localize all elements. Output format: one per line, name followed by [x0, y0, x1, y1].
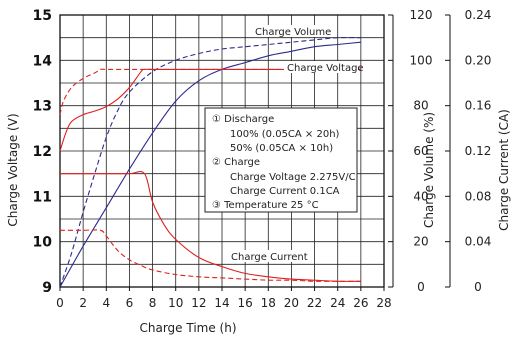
y-right-tick-label: 0	[474, 280, 482, 294]
y-right-tick-label: 0.04	[465, 235, 492, 249]
y-right-tick-labels: 0 0.04 0.08 0.12 0.16 0.20 0.24	[445, 8, 491, 294]
x-axis-label: Charge Time (h)	[139, 321, 236, 335]
y-mid-tick-labels: 0 20 40 60 80 100 120	[388, 8, 432, 294]
label-bg-volume	[252, 25, 320, 37]
annotation-line-7: ③ Temperature 25 °C	[212, 200, 319, 211]
y-mid-axis-label: Charge Volume (%)	[422, 112, 436, 228]
annotation-line-5: Charge Voltage 2.275V/C	[230, 172, 356, 183]
y-right-tick-label: 0.12	[465, 144, 492, 158]
y-left-tick-label: 15	[33, 8, 52, 24]
y-right-tick-label: 0.20	[465, 53, 492, 67]
series-current-solid	[60, 171, 361, 282]
series-volume-dashed	[59, 36, 361, 288]
y-left-tick-label: 13	[33, 99, 52, 115]
y-right-tick-label: 0.24	[465, 8, 492, 22]
y-mid-tick-label: 40	[413, 189, 428, 203]
y-right-tick-label: 0.08	[465, 189, 492, 203]
x-tick-labels: 0 2 4 6 8 10 12 14 16 18 20 22 24 26 28	[56, 287, 392, 310]
y-left-tick-label: 11	[33, 189, 52, 205]
y-mid-tick-label: 100	[410, 53, 433, 67]
y-mid-tick-label: 0	[417, 280, 425, 294]
x-tick-label: 18	[261, 296, 276, 310]
series-volume-solid	[59, 41, 361, 288]
annotation-line-1: ① Discharge	[212, 114, 274, 125]
x-tick-label: 4	[102, 296, 110, 310]
annotation-line-4: ② Charge	[212, 157, 260, 168]
label-charge-voltage: Charge Voltage	[287, 63, 364, 74]
x-tick-label: 2	[79, 296, 87, 310]
annotation-line-3: 50% (0.05CA × 10h)	[230, 143, 333, 154]
y-left-axis-label: Charge Voltage (V)	[6, 113, 20, 226]
y-left-tick-label: 12	[33, 144, 52, 160]
series-current-dashed	[59, 229, 361, 282]
series-voltage-dashed	[59, 68, 361, 115]
label-bg-current	[228, 250, 302, 262]
y-left-tick-label: 14	[33, 53, 53, 69]
y-mid-tick-label: 120	[410, 8, 433, 22]
x-tick-label: 6	[126, 296, 134, 310]
label-bg-voltage	[284, 61, 358, 73]
x-tick-label: 24	[330, 296, 345, 310]
annotation-box	[204, 107, 358, 213]
x-tick-label: 8	[149, 296, 157, 310]
y-right-axis-label: Charge Current (CA)	[497, 109, 511, 231]
series-lines	[59, 36, 361, 288]
annotation-line-2: 100% (0.05CA × 20h)	[230, 129, 340, 140]
y-left-tick-label: 9	[42, 280, 52, 296]
x-tick-label: 26	[353, 296, 368, 310]
label-charge-current: Charge Current	[231, 252, 308, 263]
y-right-tick-label: 0.16	[465, 99, 492, 113]
y-left-tick-labels: 9 10 11 12 13 14 15	[33, 8, 53, 296]
y-mid-tick-label: 60	[413, 144, 428, 158]
y-mid-tick-label: 20	[413, 235, 428, 249]
x-tick-label: 14	[214, 296, 229, 310]
x-tick-label: 10	[168, 296, 183, 310]
x-tick-label: 0	[56, 296, 64, 310]
x-tick-label: 20	[284, 296, 299, 310]
label-charge-volume: Charge Volume	[255, 27, 331, 38]
x-tick-label: 12	[191, 296, 206, 310]
y-left-tick-label: 10	[33, 235, 53, 251]
y-mid-tick-label: 80	[413, 99, 428, 113]
x-tick-label: 16	[238, 296, 253, 310]
x-tick-label: 22	[307, 296, 322, 310]
annotation-line-6: Charge Current 0.1CA	[230, 186, 340, 197]
x-tick-label: 28	[376, 296, 391, 310]
